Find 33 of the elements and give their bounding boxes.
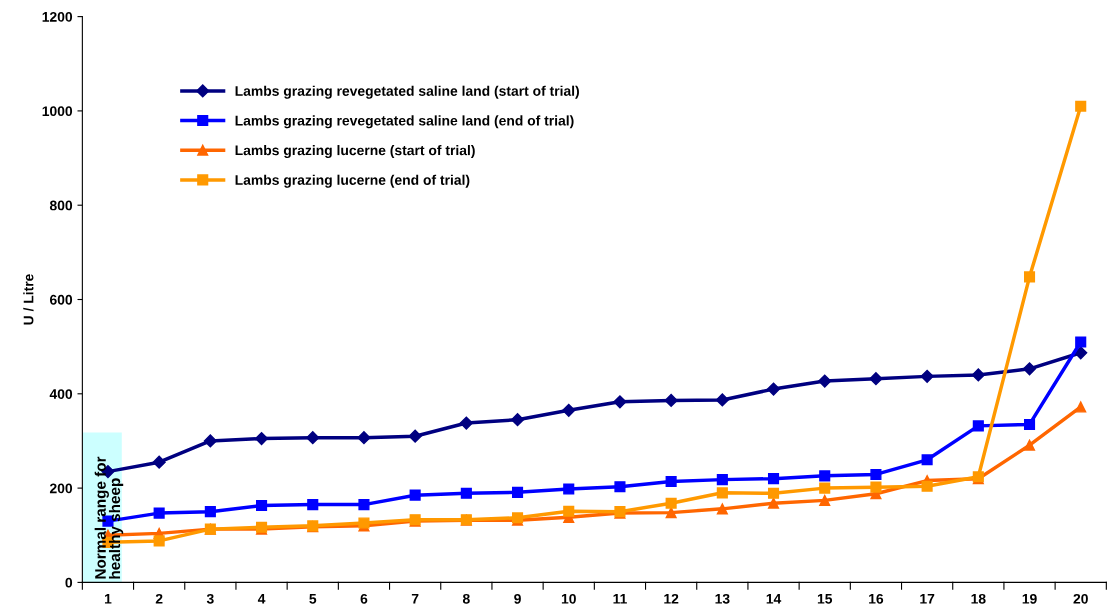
legend-label: Lambs grazing revegetated saline land (end of trial) — [235, 115, 574, 129]
x-tick-label: 7 — [411, 594, 419, 604]
x-tick-label: 19 — [1022, 593, 1037, 604]
legend-label: Lambs grazing lucerne (end of trial) — [235, 174, 470, 188]
legend-label: Lambs grazing revegetated saline land (start of trial) — [235, 85, 579, 99]
x-tick-label: 18 — [971, 593, 986, 604]
x-tick-label: 8 — [462, 593, 470, 604]
x-tick-label: 1 — [104, 594, 112, 604]
annotation: Normal range for healthy sheep — [94, 456, 124, 579]
y-tick-label: 400 — [49, 389, 73, 399]
x-tick-label: 3 — [206, 593, 214, 604]
x-tick-label: 6 — [360, 593, 368, 604]
x-tick-label: 2 — [155, 593, 163, 604]
x-tick-label: 11 — [613, 594, 627, 604]
x-tick-label: 15 — [817, 594, 833, 604]
x-tick-label: 16 — [869, 593, 884, 604]
y-tick-label: 800 — [49, 200, 73, 211]
legend-label: Lambs grazing lucerne (start of trial) — [235, 145, 475, 159]
x-tick-label: 13 — [715, 593, 730, 604]
x-tick-label: 10 — [561, 593, 576, 604]
x-tick-label: 12 — [664, 593, 679, 604]
x-tick-label: 9 — [514, 593, 521, 604]
y-axis-title: U / Litre — [23, 274, 34, 325]
x-tick-label: 4 — [257, 594, 266, 604]
x-tick-label: 20 — [1073, 593, 1088, 604]
y-tick-label: 1000 — [42, 106, 73, 117]
y-tick-label: 200 — [49, 483, 73, 494]
y-tick-label: 0 — [65, 577, 73, 588]
x-tick-label: 5 — [309, 594, 317, 604]
x-tick-label: 17 — [920, 594, 935, 604]
x-tick-label: 14 — [766, 594, 782, 604]
y-tick-label: 1200 — [42, 11, 73, 22]
y-tick-label: 600 — [49, 294, 73, 305]
